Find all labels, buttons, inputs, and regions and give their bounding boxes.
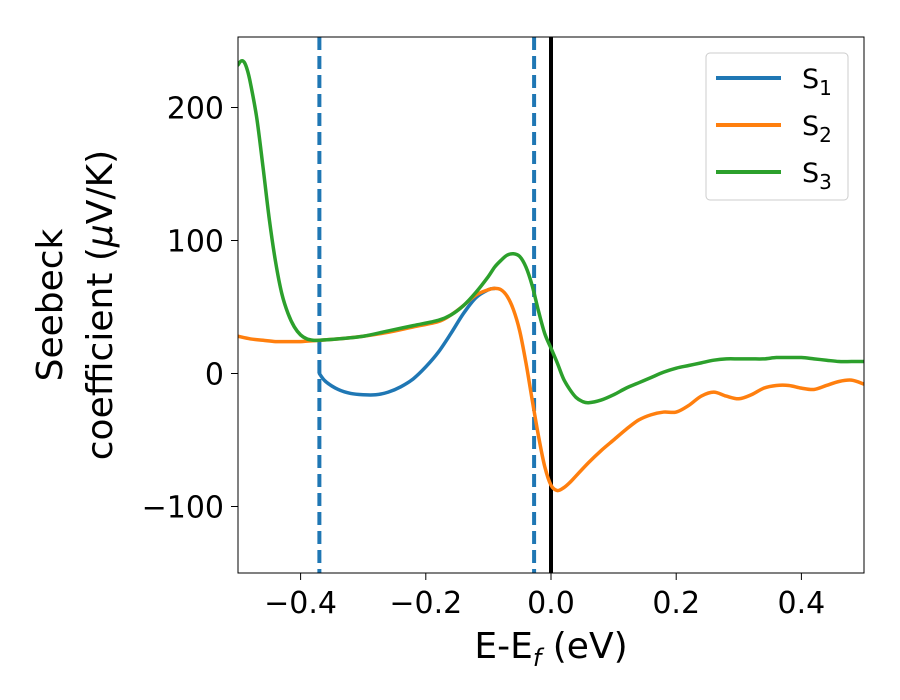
x-axis-title: E-Ef (eV) [474, 626, 627, 672]
x-axis: −0.4 −0.2 0.0 0.2 0.4 [264, 573, 825, 621]
y-axis-title-line1: Seebeck [30, 228, 71, 381]
legend-label-main: S [802, 111, 819, 142]
legend-label: S2 [802, 111, 832, 147]
x-tick-label: 0.4 [778, 586, 826, 621]
x-tick-label: −0.2 [389, 586, 462, 621]
legend-label-main: S [802, 64, 819, 95]
legend-label-subscript: 1 [819, 76, 832, 100]
series-line-s1 [317, 286, 497, 397]
x-tick-label: 0.0 [527, 586, 575, 621]
x-tick-label: 0.2 [652, 586, 700, 621]
y-tick-label: 200 [167, 91, 224, 126]
series-line-s3 [238, 58, 864, 405]
y-tick-label: 100 [167, 224, 224, 259]
legend-label-subscript: 2 [819, 123, 832, 147]
y-tick-label: −100 [142, 490, 224, 525]
series-layer [238, 58, 864, 493]
legend-label: S1 [802, 64, 832, 100]
x-tick-label: −0.4 [264, 586, 337, 621]
legend-label: S3 [802, 158, 832, 194]
y-axis: −100 0 100 200 [142, 91, 238, 525]
legend-label-subscript: 3 [819, 170, 832, 194]
y-tick-label: 0 [205, 357, 224, 392]
legend-label-main: S [802, 158, 819, 189]
y-axis-title-line2: coefficient (μV/K) [80, 150, 121, 460]
